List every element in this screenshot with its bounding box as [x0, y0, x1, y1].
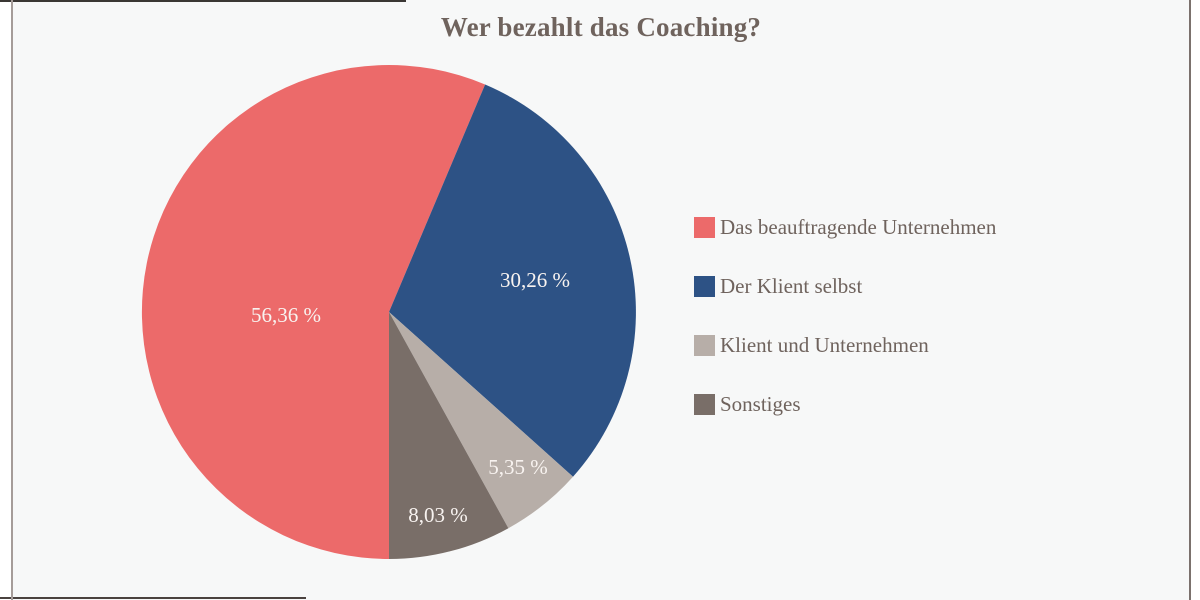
legend-item: Der Klient selbst	[694, 274, 996, 298]
legend-item: Das beauftragende Unternehmen	[694, 215, 996, 239]
pie-slice-value-label: 56,36 %	[251, 303, 321, 327]
legend-swatch-icon	[694, 275, 715, 297]
pie-slice-1	[389, 84, 636, 477]
frame-line-right	[1189, 0, 1191, 600]
pie-slice-value-label: 30,26 %	[500, 268, 570, 292]
legend-swatch-icon	[694, 393, 715, 415]
legend-item: Sonstiges	[694, 392, 996, 416]
pie-slice-value-label: 5,35 %	[488, 455, 548, 479]
legend-label: Das beauftragende Unternehmen	[720, 214, 997, 239]
frame-line-bottom	[0, 597, 306, 599]
legend: Das beauftragende Unternehmen Der Klient…	[694, 215, 996, 416]
legend-label: Der Klient selbst	[720, 273, 863, 298]
pie-slice-2	[389, 312, 573, 529]
legend-item: Klient und Unternehmen	[694, 333, 996, 357]
frame-line-left	[11, 0, 13, 600]
legend-swatch-icon	[694, 216, 715, 238]
chart-title: Wer bezahlt das Coaching?	[440, 12, 762, 42]
legend-swatch-icon	[694, 334, 715, 356]
legend-label: Sonstiges	[720, 391, 801, 416]
pie-slice-0	[141, 64, 486, 559]
pie-slice-value-label: 8,03 %	[408, 503, 468, 527]
frame-line-top	[0, 0, 406, 2]
legend-label: Klient und Unternehmen	[720, 332, 929, 357]
pie-slice-3	[389, 312, 509, 559]
